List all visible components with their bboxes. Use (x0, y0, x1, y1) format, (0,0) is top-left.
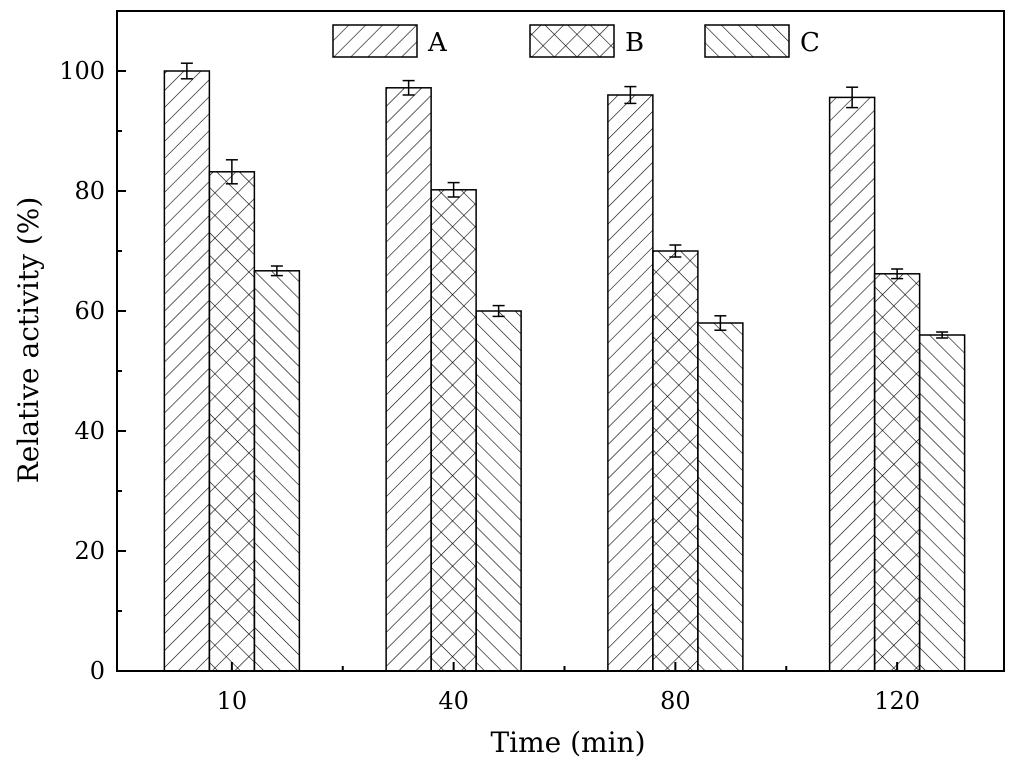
y-axis-title: Relative activity (%) (12, 197, 45, 484)
legend: A B C (332, 24, 820, 58)
legend-swatch-C (704, 24, 790, 58)
bar-B-10 (208, 171, 256, 672)
bar-B-80 (652, 250, 699, 672)
bar-B-40 (430, 189, 477, 672)
bar-C-40 (475, 310, 522, 672)
legend-label-B: B (625, 28, 644, 58)
y-axis: 0 20 40 60 80 100 (59, 57, 126, 685)
x-tick-label: 40 (438, 687, 469, 715)
legend-label-C: C (800, 28, 820, 58)
bar-A-40 (385, 87, 432, 672)
bar-C-80 (697, 322, 744, 672)
plot-frame (116, 10, 1005, 672)
x-axis: 10 40 80 120 (217, 662, 920, 715)
y-tick-label: 40 (74, 417, 105, 445)
y-tick-label: 60 (74, 297, 105, 325)
bar-A-10 (163, 70, 211, 672)
x-axis-title: Time (min) (490, 726, 645, 759)
y-tick-label: 0 (90, 657, 105, 685)
bar-C-10 (253, 270, 301, 672)
bar-A-80 (607, 94, 654, 672)
bar-series (163, 62, 966, 672)
y-tick-label: 20 (74, 537, 105, 565)
y-tick-label: 80 (74, 177, 105, 205)
legend-swatch-B (529, 24, 615, 58)
x-tick-label: 120 (874, 687, 920, 715)
y-tick-label: 100 (59, 57, 105, 85)
x-tick-label: 80 (660, 687, 691, 715)
bar-B-120 (873, 273, 921, 672)
x-tick-label: 10 (217, 687, 248, 715)
legend-label-A: A (427, 28, 448, 58)
bar-C-120 (918, 334, 966, 672)
legend-swatch-A (332, 24, 418, 58)
bar-A-120 (828, 96, 876, 672)
